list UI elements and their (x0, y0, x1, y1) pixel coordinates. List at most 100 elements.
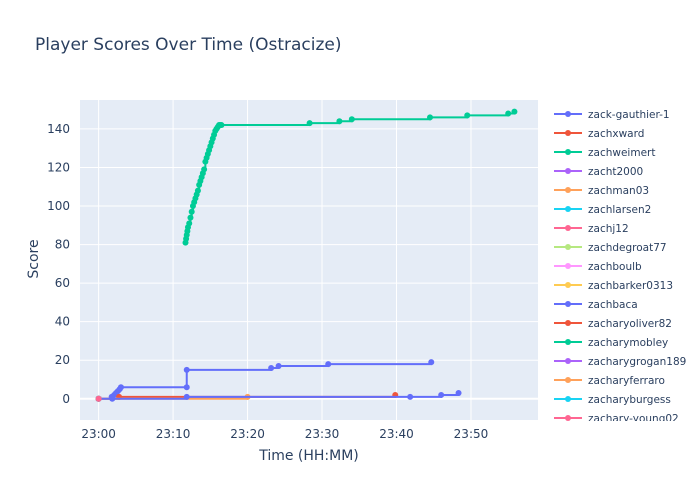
data-point (187, 214, 194, 221)
legend-item: zack-gauthier-1 (554, 109, 670, 121)
x-tick-label: 23:00 (81, 427, 116, 441)
series-zachary-young02 (95, 395, 102, 402)
legend-label: zacharymobley (588, 337, 668, 349)
legend-label: zachbaca (588, 299, 638, 311)
legend-item: zachweimert (554, 147, 655, 159)
y-tick-label: 20 (55, 353, 70, 367)
y-tick-label: 0 (62, 392, 70, 406)
y-tick-label: 120 (47, 160, 70, 174)
series-zachweimert (182, 108, 518, 246)
y-tick-label: 100 (47, 199, 70, 213)
data-point (464, 112, 471, 119)
y-tick-label: 140 (47, 122, 70, 136)
legend-swatch-marker (565, 358, 571, 364)
data-point (95, 395, 102, 402)
legend-swatch-marker (565, 244, 571, 250)
legend-label: zacharyoliver82 (588, 318, 672, 330)
series-zachbaca (95, 390, 462, 402)
data-point (407, 393, 414, 400)
legend-item: zachbaca (554, 299, 638, 311)
legend-item: zachbarker0313 (554, 280, 673, 292)
legend-item: zacharyburgess (554, 394, 671, 406)
legend-item: zacharyferraro (554, 375, 665, 387)
plot-area: 23:00 23:10 23:20 23:30 23:40 23:50 0 20 40 60 80 1… (47, 100, 538, 441)
legend-label: zacharyferraro (588, 375, 665, 387)
legend-item: zachxward (554, 128, 644, 140)
chart-title: Player Scores Over Time (Ostracize) (35, 35, 342, 55)
legend-label: zachboulb (588, 261, 642, 273)
legend-swatch-marker (565, 111, 571, 117)
data-point (325, 361, 332, 368)
legend-swatch-marker (565, 282, 571, 288)
legend-item: zacht2000 (554, 166, 643, 178)
legend-label: zachxward (588, 128, 644, 140)
legend-label: zachman03 (588, 185, 649, 197)
data-point (268, 364, 275, 371)
legend-swatch-marker (565, 130, 571, 136)
legend-label: zachbarker0313 (588, 280, 673, 292)
legend-swatch-marker (565, 339, 571, 345)
series-layer (95, 108, 518, 402)
x-tick-label: 23:40 (379, 427, 414, 441)
x-tick-label: 23:10 (156, 427, 191, 441)
legend-swatch-marker (565, 225, 571, 231)
legend-label: zachlarsen2 (588, 204, 651, 216)
legend-label: zachdegroat77 (588, 242, 667, 254)
legend-clip-mask (548, 421, 700, 441)
legend-item: zachdegroat77 (554, 242, 667, 254)
data-point (186, 220, 193, 227)
legend-swatch-marker (565, 320, 571, 326)
data-point (183, 384, 190, 391)
plot-background (80, 100, 538, 420)
legend-swatch-marker (565, 149, 571, 155)
y-tick-label: 40 (55, 315, 70, 329)
legend-background (548, 103, 698, 421)
y-tick-label: 80 (55, 238, 70, 252)
data-point (428, 359, 435, 366)
data-point (438, 391, 445, 398)
legend-item: zachman03 (554, 185, 649, 197)
legend-item: zachlarsen2 (554, 204, 651, 216)
legend-item: zacharygrogan189 (554, 356, 686, 368)
legend-item: zachboulb (554, 261, 642, 273)
legend-swatch-marker (565, 168, 571, 174)
x-tick-label: 23:30 (305, 427, 340, 441)
data-point (455, 390, 462, 397)
legend-item: zacharyoliver82 (554, 318, 672, 330)
data-point (218, 122, 225, 129)
data-point (336, 118, 343, 125)
legend: zack-gauthier-1 zachxward zachweimert zacht… (548, 103, 700, 441)
legend-label: zacht2000 (588, 166, 643, 178)
legend-swatch-marker (565, 377, 571, 383)
legend-item: zacharymobley (554, 337, 668, 349)
legend-label: zachj12 (588, 223, 629, 235)
data-point (117, 384, 124, 391)
legend-swatch-marker (565, 415, 571, 421)
legend-item: zachj12 (554, 223, 629, 235)
y-axis-title: Score (26, 239, 42, 278)
data-point (194, 187, 201, 194)
data-point (505, 110, 512, 117)
data-point (275, 363, 282, 370)
legend-label: zack-gauthier-1 (588, 109, 670, 121)
legend-swatch-marker (565, 263, 571, 269)
data-point (183, 366, 190, 373)
x-axis-title: Time (HH:MM) (258, 448, 359, 464)
legend-label: zacharyburgess (588, 394, 671, 406)
data-point (183, 393, 190, 400)
x-tick-label: 23:20 (230, 427, 265, 441)
legend-swatch-marker (565, 187, 571, 193)
legend-label: zachweimert (588, 147, 655, 159)
legend-swatch-marker (565, 206, 571, 212)
data-point (511, 108, 518, 115)
data-point (109, 395, 116, 402)
legend-label: zacharygrogan189 (588, 356, 686, 368)
series-zack-gauthier-1 (95, 359, 435, 402)
x-tick-label: 23:50 (454, 427, 489, 441)
data-point (188, 208, 195, 215)
y-tick-label: 60 (55, 276, 70, 290)
legend-swatch-marker (565, 396, 571, 402)
data-point (201, 166, 208, 173)
data-point (306, 120, 313, 127)
